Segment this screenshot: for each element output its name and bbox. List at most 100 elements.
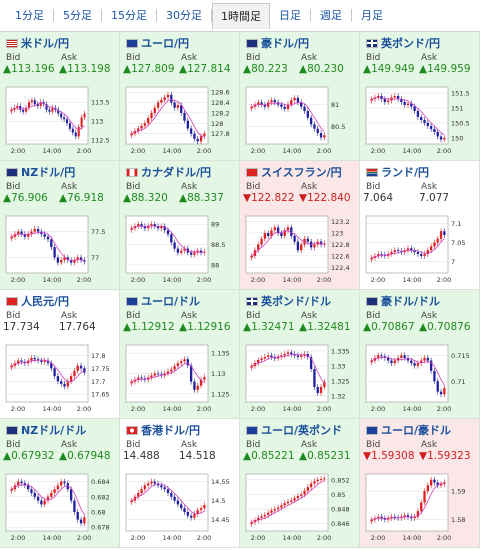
candle-body bbox=[150, 224, 153, 227]
mini-chart[interactable]: 0.715 0.71 2:00 14:00 2:00 bbox=[364, 342, 476, 414]
candle-body bbox=[410, 360, 413, 364]
mini-chart[interactable]: 1.335 1.33 1.325 1.32 2:00 14:00 2:00 bbox=[244, 342, 356, 414]
mini-chart[interactable]: 1.59 1.58 2:00 14:00 2:00 bbox=[364, 471, 476, 543]
tab-timeframe-5[interactable]: 日足 bbox=[270, 9, 311, 22]
tab-timeframe-1[interactable]: 5分足 bbox=[54, 9, 102, 22]
candle-body bbox=[293, 235, 296, 242]
pair-card[interactable]: 豪ドル/ドル Bid Ask ▲0.70867 ▲0.70876 0.715 0.71 2:0… bbox=[360, 290, 480, 419]
pair-name[interactable]: ユーロ/英ポンド bbox=[261, 424, 343, 437]
pair-card[interactable]: 米ドル/円 Bid Ask ▲113.196 ▲113.198 113.5 113 112.5… bbox=[0, 32, 120, 161]
pair-name[interactable]: 米ドル/円 bbox=[21, 37, 70, 50]
moving-average-line bbox=[131, 362, 205, 384]
mini-chart[interactable]: 128.6 128.4 128.2 128 127.8 2:00 14:00 2:00 bbox=[124, 84, 236, 156]
candle-body bbox=[250, 522, 253, 524]
tab-timeframe-4[interactable]: 1時間足 bbox=[212, 2, 270, 29]
candle-body bbox=[396, 96, 400, 99]
candle-body bbox=[420, 117, 423, 120]
candle-body bbox=[10, 365, 13, 368]
candle-body bbox=[250, 255, 253, 258]
candle-body bbox=[30, 489, 33, 493]
candle-body bbox=[303, 490, 306, 495]
bid-value: 7.064 bbox=[363, 192, 394, 204]
candle-body bbox=[267, 512, 270, 515]
moving-average-line bbox=[251, 101, 325, 132]
candlestick-chart: 1.135 1.13 1.125 2:00 14:00 2:00 bbox=[125, 344, 230, 413]
bid-value: ▲0.67932 bbox=[3, 450, 55, 462]
candle-body bbox=[380, 516, 383, 519]
tab-timeframe-2[interactable]: 15分足 bbox=[102, 9, 157, 22]
pair-name[interactable]: 英ポンド/円 bbox=[381, 37, 441, 50]
pair-name[interactable]: カナダドル/円 bbox=[141, 166, 212, 179]
pair-card[interactable]: ユーロ/英ポンド Bid Ask ▲0.85221 ▲0.85231 0.852 0.85 0… bbox=[240, 419, 360, 548]
mini-chart[interactable]: 123.2 123 122.8 122.6 122.4 2:00 14:00 2:00 bbox=[244, 213, 356, 285]
candle-body bbox=[439, 231, 443, 239]
candle-body bbox=[276, 507, 280, 510]
pair-name[interactable]: 人民元/円 bbox=[21, 295, 70, 308]
pair-card[interactable]: ランド/円 Bid Ask 7.064 7.077 7.1 7.05 7 2:00 14:00 2:… bbox=[360, 161, 480, 290]
pair-name[interactable]: 豪ドル/円 bbox=[261, 37, 310, 50]
pair-card[interactable]: ユーロ/円 Bid Ask ▲127.809 ▲127.814 128.6 128.4 128… bbox=[120, 32, 240, 161]
pair-card[interactable]: 英ポンド/円 Bid Ask ▲149.949 ▲149.959 151.5 151 150.… bbox=[360, 32, 480, 161]
candle-body bbox=[66, 381, 69, 387]
pair-card[interactable]: 豪ドル/円 Bid Ask ▲80.223 ▲80.230 81 80.5 2:00 14:00… bbox=[240, 32, 360, 161]
candle-body bbox=[406, 515, 410, 517]
mini-chart[interactable]: 151.5 151 150.5 150 2:00 14:00 2:00 bbox=[364, 84, 476, 156]
pair-card[interactable]: ユーロ/豪ドル Bid Ask ▼1.59308 ▼1.59323 1.59 1.58 2:0… bbox=[360, 419, 480, 548]
candle-body bbox=[193, 381, 196, 390]
mini-chart[interactable]: 81 80.5 2:00 14:00 2:00 bbox=[244, 84, 356, 156]
pair-name[interactable]: ユーロ/ドル bbox=[141, 295, 201, 308]
y-tick-label: 123.2 bbox=[331, 218, 350, 226]
mini-chart[interactable]: 1.135 1.13 1.125 2:00 14:00 2:00 bbox=[124, 342, 236, 414]
tab-timeframe-3[interactable]: 30分足 bbox=[157, 9, 212, 22]
bid-label: Bid bbox=[246, 440, 261, 450]
pair-name[interactable]: 豪ドル/ドル bbox=[381, 295, 441, 308]
x-tick-label: 14:00 bbox=[43, 405, 62, 413]
candle-body bbox=[410, 103, 413, 107]
pair-card[interactable]: 人民元/円 Bid Ask 17.734 17.764 17.8 17.75 17.7 17.6… bbox=[0, 290, 120, 419]
pair-card[interactable]: NZドル/円 Bid Ask ▲76.906 ▲76.918 77.5 77 2:00 14:0… bbox=[0, 161, 120, 290]
candle-body bbox=[173, 242, 176, 249]
pair-card[interactable]: NZドル/ドル Bid Ask ▲0.67932 ▲0.67948 0.684 0.682 0… bbox=[0, 419, 120, 548]
mini-chart[interactable]: 7.1 7.05 7 2:00 14:00 2:00 bbox=[364, 213, 476, 285]
candle-body bbox=[10, 236, 13, 239]
candle-body bbox=[267, 102, 270, 107]
pair-card[interactable]: ユーロ/ドル Bid Ask ▲1.12912 ▲1.12916 1.135 1.13 1.1… bbox=[120, 290, 240, 419]
pair-name[interactable]: スイスフラン/円 bbox=[261, 166, 342, 179]
pair-card[interactable]: スイスフラン/円 Bid Ask ▼122.822 ▼122.840 123.2 123 12… bbox=[240, 161, 360, 290]
candle-body bbox=[79, 257, 83, 261]
price-values: ▲149.949 ▲149.959 bbox=[360, 63, 479, 77]
mini-chart[interactable]: 0.852 0.85 0.848 0.846 2:00 14:00 2:00 bbox=[244, 471, 356, 543]
mini-chart[interactable]: 0.684 0.682 0.68 0.678 2:00 14:00 2:00 bbox=[4, 471, 116, 543]
pair-name[interactable]: ユーロ/豪ドル bbox=[381, 424, 452, 437]
pair-card[interactable]: カナダドル/円 Bid Ask ▲88.320 ▲88.337 89 88.5 88 2:00 1… bbox=[120, 161, 240, 290]
candlestick-chart: 128.6 128.4 128.2 128 127.8 2:00 14:00 2:00 bbox=[125, 86, 230, 155]
pair-name[interactable]: NZドル/ドル bbox=[21, 424, 87, 437]
pair-name[interactable]: ユーロ/円 bbox=[141, 37, 190, 50]
pair-name[interactable]: ランド/円 bbox=[381, 166, 430, 179]
mini-chart[interactable]: 113.5 113 112.5 2:00 14:00 2:00 bbox=[4, 84, 116, 156]
pair-name[interactable]: NZドル/円 bbox=[21, 166, 76, 179]
mini-chart[interactable]: 14.55 14.5 14.45 2:00 14:00 2:00 bbox=[124, 471, 236, 543]
candle-body bbox=[260, 358, 263, 360]
y-tick-label: 150.5 bbox=[451, 120, 470, 128]
candle-body bbox=[153, 224, 156, 227]
bid-value: 14.488 bbox=[123, 450, 160, 462]
tab-timeframe-6[interactable]: 週足 bbox=[311, 9, 352, 22]
bid-value: ▲0.70867 bbox=[363, 321, 415, 333]
pair-card[interactable]: 香港ドル/円 Bid Ask 14.488 14.518 14.55 14.5 14.45 2:… bbox=[120, 419, 240, 548]
pair-name[interactable]: 香港ドル/円 bbox=[141, 424, 201, 437]
tab-timeframe-0[interactable]: 1分足 bbox=[6, 9, 54, 22]
candle-body bbox=[319, 133, 323, 138]
candle-body bbox=[153, 107, 156, 113]
bid-value: 17.734 bbox=[3, 321, 40, 333]
candle-body bbox=[293, 354, 296, 356]
tab-timeframe-7[interactable]: 月足 bbox=[361, 9, 383, 22]
y-tick-label: 77 bbox=[91, 254, 99, 262]
pair-card[interactable]: 英ポンド/ドル Bid Ask ▲1.32471 ▲1.32481 1.335 1.33 1.… bbox=[240, 290, 360, 419]
mini-chart[interactable]: 89 88.5 88 2:00 14:00 2:00 bbox=[124, 213, 236, 285]
pair-name[interactable]: 英ポンド/ドル bbox=[261, 295, 332, 308]
candle-body bbox=[143, 485, 147, 490]
mini-chart[interactable]: 77.5 77 2:00 14:00 2:00 bbox=[4, 213, 116, 285]
candle-body bbox=[36, 228, 40, 232]
mini-chart[interactable]: 17.8 17.75 17.7 17.65 2:00 14:00 2:00 bbox=[4, 342, 116, 414]
